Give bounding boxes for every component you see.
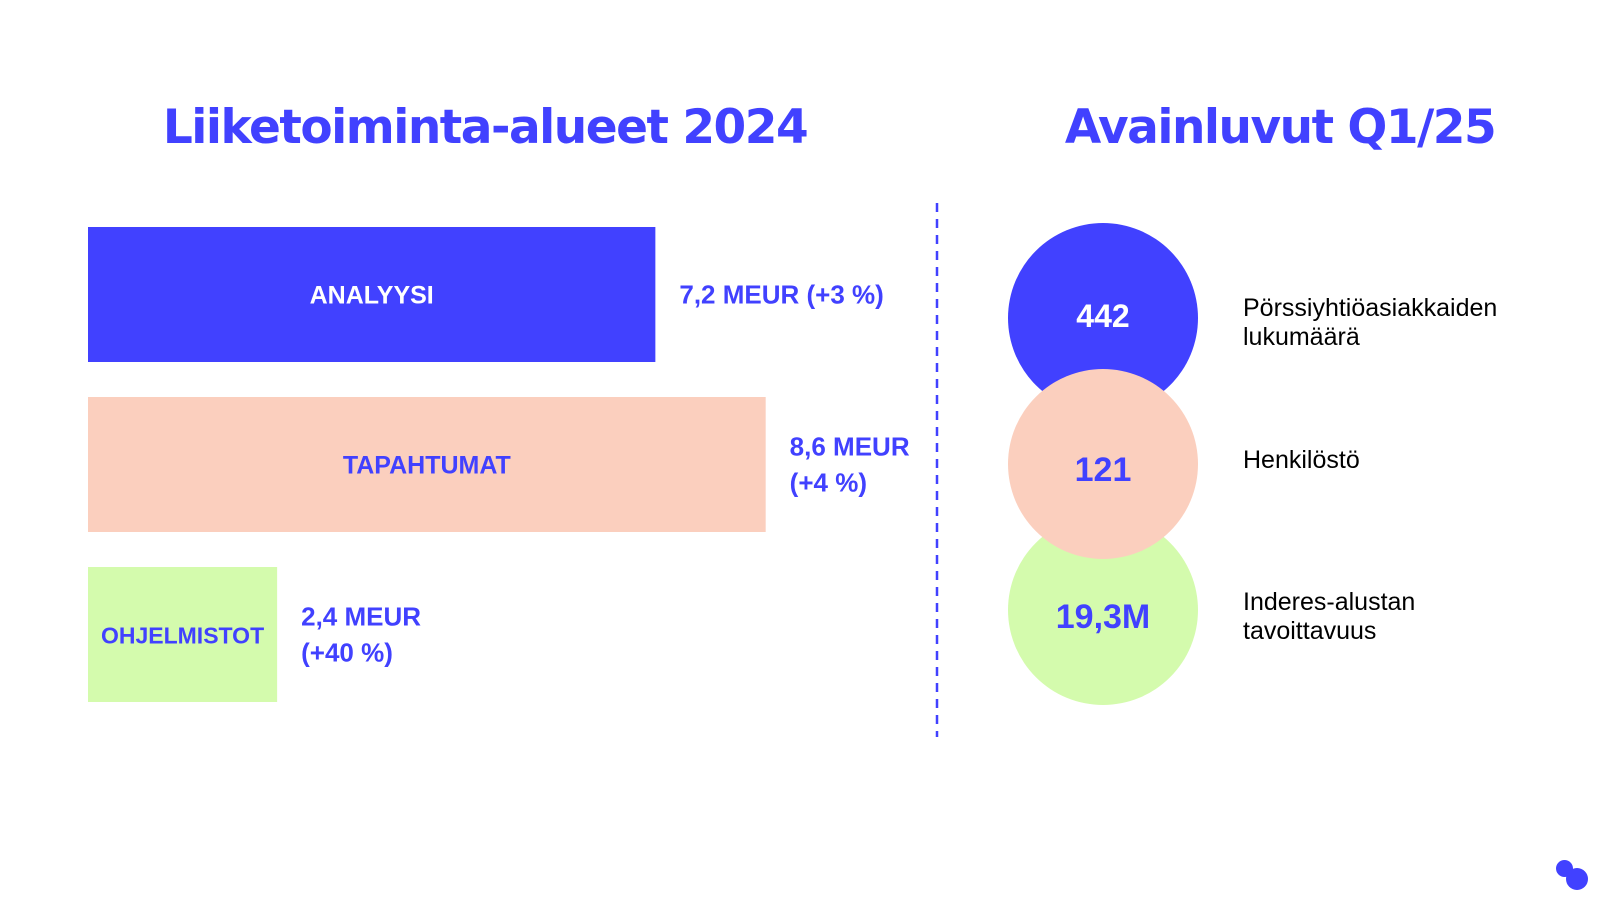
kpi-label-staff: Henkilöstö — [1243, 446, 1360, 474]
bar-label-analyysi: ANALYYSI — [310, 282, 434, 310]
bar-ohjelmistot — [88, 567, 278, 702]
kpi-label-reach: Inderes-alustan tavoittavuus — [1243, 588, 1416, 645]
kpi-value-reach: 19,3M — [1056, 598, 1151, 636]
business-areas-bar-chart: ANALYYSI 7,2 MEUR (+3 %) TAPAHTUMAT 8,6 MEU… — [88, 227, 910, 702]
value-label-tapahtumat: 8,6 MEUR (+4 %) — [790, 432, 910, 498]
two-dots-logo-icon — [1556, 860, 1590, 892]
kpi-circle-clients — [1008, 223, 1198, 413]
value-label-analyysi: 7,2 MEUR (+3 %) — [679, 280, 883, 310]
bar-analyysi — [88, 227, 656, 362]
right-title: Avainluvut Q1/25 — [1064, 100, 1497, 155]
kpi-label-clients: Pörssiyhtiöasiakkaiden lukumäärä — [1243, 294, 1498, 351]
kpi-value-staff: 121 — [1075, 451, 1132, 489]
kpi-value-clients: 442 — [1076, 298, 1129, 334]
bar-label-tapahtumat: TAPAHTUMAT — [343, 452, 511, 480]
bar-label-ohjelmistot: OHJELMISTOT — [101, 623, 264, 649]
value-label-ohjelmistot: 2,4 MEUR (+40 %) — [301, 602, 421, 668]
left-title: Liiketoiminta-alueet 2024 — [162, 100, 809, 155]
kpi-circle-reach — [1008, 515, 1198, 705]
bar-tapahtumat — [88, 397, 766, 532]
kpi-circle-staff — [1008, 369, 1198, 559]
